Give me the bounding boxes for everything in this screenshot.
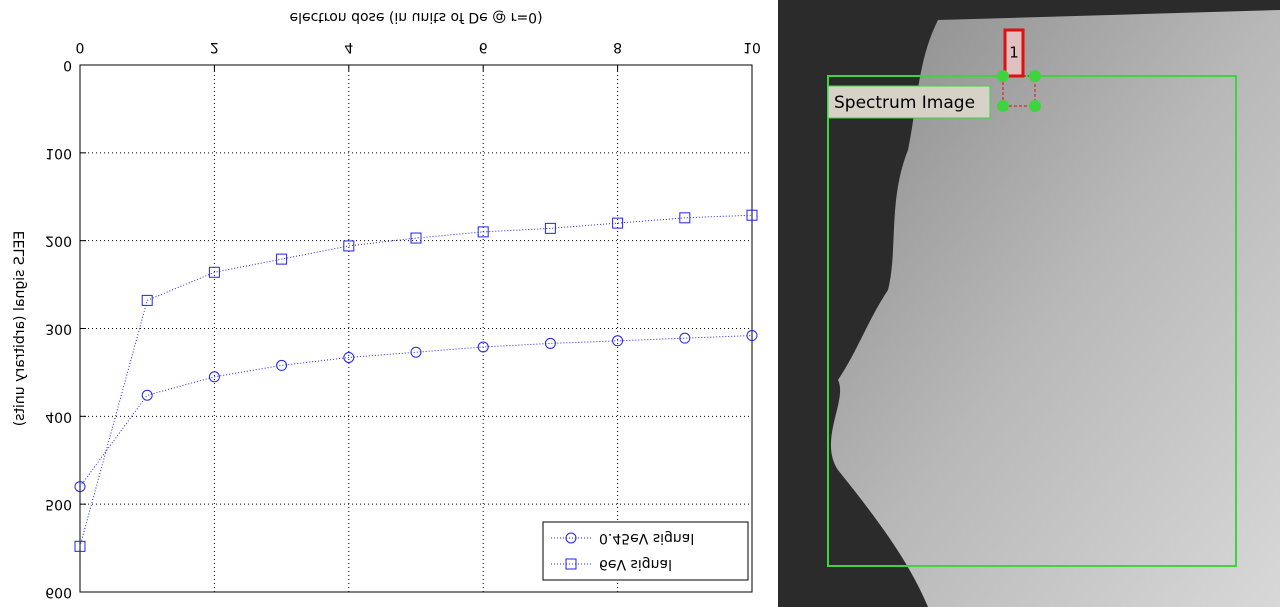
y-tick-label: 0 [63, 57, 72, 73]
specimen [830, 10, 1280, 607]
marker [544, 222, 556, 234]
spectrum-image-panel: Spectrum Image 1 [778, 0, 1280, 607]
y-tick-label: 300 [45, 321, 72, 337]
marker [276, 253, 288, 265]
x-axis-label: electron dose (in units of De @ r=0) [289, 9, 542, 25]
marker-region [1002, 75, 1036, 107]
x-tick-label: 8 [613, 39, 622, 55]
marker [276, 359, 288, 371]
marker [679, 332, 691, 344]
marker [565, 532, 577, 544]
marker [74, 540, 86, 552]
x-tick-label: 6 [479, 39, 488, 55]
legend-label: 0.45eV signal [599, 530, 694, 546]
roi-label: Spectrum Image [834, 93, 975, 113]
y-tick-label: 100 [45, 145, 72, 161]
marker [477, 341, 489, 353]
handle [1029, 70, 1041, 82]
chart-body: 0 100 200 300 400 500 600 0 2 4 6 8 10 electron dose … [12, 9, 761, 600]
marker [679, 212, 691, 224]
marker [410, 232, 422, 244]
marker [565, 558, 577, 570]
x-tick-label: 2 [210, 39, 219, 55]
marker [208, 371, 220, 383]
x-tick-label: 0 [76, 39, 85, 55]
handle [1029, 100, 1041, 112]
axes-frame [79, 64, 753, 593]
marker [544, 337, 556, 349]
y-tick-label: 600 [45, 584, 72, 600]
marker-label: 1 [1009, 44, 1019, 62]
y-tick-label: 500 [45, 496, 72, 512]
marker [141, 294, 153, 306]
series-line [79, 335, 753, 487]
handle [997, 100, 1009, 112]
marker [746, 209, 758, 221]
marker [208, 266, 220, 278]
marker [746, 330, 758, 342]
x-tick-label: 10 [743, 39, 761, 55]
roi-label-box [827, 85, 991, 119]
chart: 0 100 200 300 400 500 600 0 2 4 6 8 10 electron dose … [12, 9, 761, 600]
marker [343, 351, 355, 363]
marker [343, 240, 355, 252]
legend-label: 6eV signal [599, 556, 672, 572]
marker [141, 389, 153, 401]
marker [410, 346, 422, 358]
marker [74, 481, 86, 493]
legend-box [542, 521, 749, 581]
y-tick-label: 200 [45, 233, 72, 249]
y-tick-label: 400 [45, 408, 72, 424]
x-tick-label: 4 [344, 39, 353, 55]
series-line [79, 214, 753, 547]
marker [477, 226, 489, 238]
handle [997, 70, 1009, 82]
y-axis-label: EELS signal (arbitrary units) [12, 231, 28, 426]
marker [612, 335, 624, 347]
marker [612, 217, 624, 229]
